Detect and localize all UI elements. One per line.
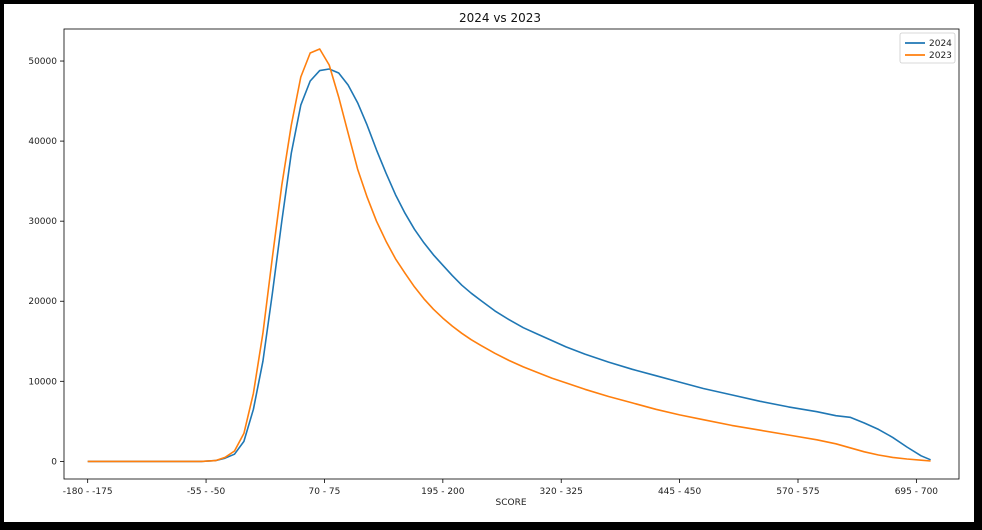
series-line-2024	[87, 68, 931, 463]
y-tick-label: 0	[51, 457, 57, 467]
y-tick-label: 20000	[28, 297, 57, 307]
plot-area	[63, 28, 960, 480]
x-axis: -180 - -175 -55 - -50 70 - 75 195 - 200 320 …	[63, 479, 939, 497]
x-tick-label: 195 - 200	[421, 487, 465, 497]
series-lines	[87, 48, 931, 463]
y-tick-label: 30000	[28, 217, 57, 227]
y-tick-label: 10000	[28, 377, 57, 387]
y-axis: 0 10000 20000 30000 40000 50000	[28, 57, 64, 467]
series-line-2023	[87, 48, 931, 463]
chart-frame: 2024 vs 2023 -180 - -175 -55 - -50 70 - 75…	[4, 4, 974, 522]
x-tick-label: 70 - 75	[309, 487, 341, 497]
x-axis-label: SCORE	[495, 498, 526, 508]
legend-label-2024: 2024	[929, 39, 952, 49]
legend: 2024 2023	[899, 32, 956, 64]
x-tick-label: 570 - 575	[776, 487, 819, 497]
x-tick-label: -180 - -175	[63, 487, 113, 497]
legend-label-2023: 2023	[929, 51, 952, 61]
x-tick-label: 695 - 700	[895, 487, 939, 497]
x-tick-label: -55 - -50	[187, 487, 226, 497]
x-tick-label: 320 - 325	[540, 487, 583, 497]
x-tick-label: 445 - 450	[658, 487, 702, 497]
y-tick-label: 40000	[28, 137, 57, 147]
chart-title: 2024 vs 2023	[459, 11, 541, 25]
line-chart: 2024 vs 2023 -180 - -175 -55 - -50 70 - 75…	[28, 11, 960, 508]
y-tick-label: 50000	[28, 57, 57, 67]
